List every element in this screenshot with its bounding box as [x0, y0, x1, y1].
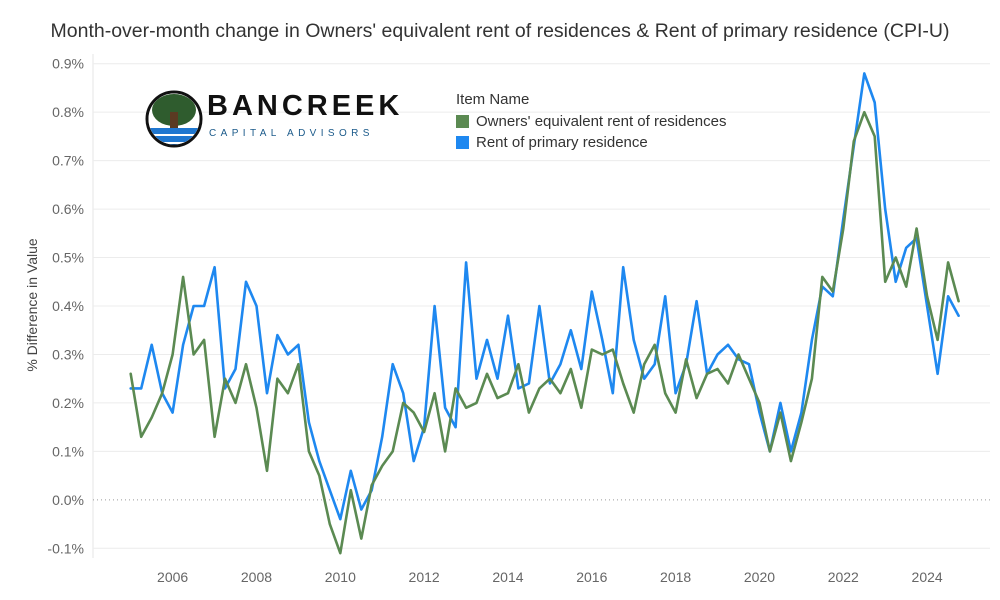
tree-logo-icon [145, 90, 203, 148]
y-tick-label: 0.1% [52, 443, 84, 459]
grid-lines [92, 54, 990, 558]
x-tick-label: 2024 [912, 569, 943, 585]
logo-brand-name: BANCREEK [207, 90, 404, 122]
legend-title: Item Name [456, 91, 530, 108]
y-axis-title: % Difference in Value [24, 238, 40, 372]
y-tick-label: 0.0% [52, 492, 84, 508]
y-tick-label: 0.9% [52, 56, 84, 72]
y-axis-ticks: -0.1% 0.0% 0.1% 0.2% 0.3% 0.4% 0.5% 0.6% 0.7% 0.8… [47, 56, 84, 557]
legend-swatch-rent [456, 136, 469, 149]
logo-tagline: CAPITAL ADVISORS [209, 128, 374, 139]
x-tick-label: 2018 [660, 569, 691, 585]
y-tick-label: 0.4% [52, 298, 84, 314]
legend-swatch-oer [456, 115, 469, 128]
legend-label-rent: Rent of primary residence [476, 134, 648, 151]
y-tick-label: 0.2% [52, 395, 84, 411]
x-tick-label: 2010 [325, 569, 356, 585]
x-tick-label: 2016 [576, 569, 607, 585]
y-tick-label: 0.7% [52, 153, 84, 169]
chart-title: Month-over-month change in Owners' equiv… [50, 20, 950, 42]
x-tick-label: 2022 [828, 569, 859, 585]
x-axis-ticks: 2006 2008 2010 2012 2014 2016 2018 2020 2022 2024 [157, 569, 943, 585]
y-tick-label: -0.1% [47, 540, 84, 556]
x-tick-label: 2006 [157, 569, 188, 585]
legend-label-oer: Owners' equivalent rent of residences [476, 113, 727, 130]
legend-item-rent[interactable]: Rent of primary residence [456, 132, 727, 153]
x-tick-label: 2012 [409, 569, 440, 585]
series-lines [129, 72, 960, 555]
x-tick-label: 2008 [241, 569, 272, 585]
x-tick-label: 2020 [744, 569, 775, 585]
bancreek-logo: BANCREEK CAPITAL ADVISORS [145, 90, 399, 150]
y-tick-label: 0.8% [52, 104, 84, 120]
legend: Item Name Owners' equivalent rent of res… [456, 91, 727, 153]
oer-series-line [129, 110, 960, 555]
x-tick-label: 2014 [492, 569, 523, 585]
y-tick-label: 0.3% [52, 346, 84, 362]
legend-item-oer[interactable]: Owners' equivalent rent of residences [456, 111, 727, 132]
y-tick-label: 0.6% [52, 201, 84, 217]
y-tick-label: 0.5% [52, 250, 84, 266]
